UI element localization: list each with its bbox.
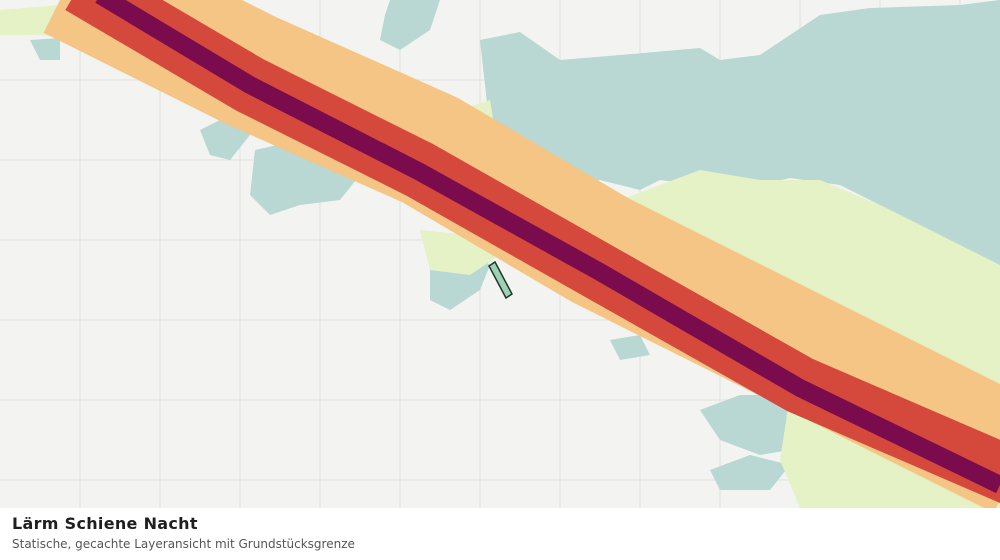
legend-footer: Lärm Schiene Nacht Statische, gecachte L… [0, 508, 1000, 560]
parcel-boundary [488, 260, 513, 300]
noise-map [0, 0, 1000, 508]
layer-subtitle: Statische, gecachte Layeransicht mit Gru… [12, 537, 355, 551]
noise-zone-purple [95, 0, 1000, 494]
layer-title: Lärm Schiene Nacht [12, 514, 198, 533]
